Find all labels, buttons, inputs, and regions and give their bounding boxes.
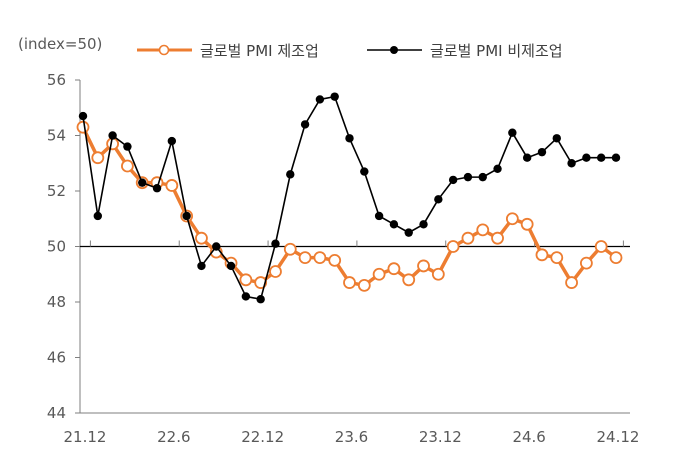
x-tick-label: 23.12	[419, 428, 462, 446]
data-point	[239, 273, 253, 287]
data-point	[357, 278, 371, 292]
data-point	[360, 167, 369, 176]
x-tick-label: 24.12	[597, 428, 640, 446]
data-point	[256, 295, 265, 304]
legend-marker-manufacturing	[158, 44, 170, 56]
y-tick-label: 46	[47, 349, 66, 367]
data-point	[389, 220, 399, 229]
y-tick-label: 54	[47, 127, 66, 145]
data-point	[609, 251, 623, 265]
data-point	[550, 251, 564, 265]
data-point	[123, 142, 132, 151]
data-point	[448, 175, 458, 185]
data-point	[491, 231, 504, 245]
data-point	[522, 153, 532, 162]
data-point	[463, 172, 473, 182]
data-point	[419, 220, 428, 229]
data-point	[106, 137, 120, 151]
data-point	[226, 261, 236, 271]
data-point	[93, 211, 103, 221]
x-tick-label: 23.6	[335, 428, 368, 446]
data-point	[446, 240, 460, 253]
data-point	[195, 231, 208, 245]
data-point	[552, 134, 561, 143]
data-point	[402, 273, 416, 287]
data-point	[579, 256, 593, 270]
y-tick-label: 48	[47, 293, 66, 311]
x-tick-label: 24.6	[512, 428, 545, 446]
data-point	[152, 184, 162, 193]
x-tick-label: 21.12	[64, 428, 107, 446]
data-point	[76, 120, 90, 134]
data-point	[535, 248, 549, 262]
data-point	[167, 136, 177, 146]
legend: 글로벌 PMI 제조업 글로벌 PMI 비제조업	[137, 42, 563, 60]
data-point	[271, 239, 280, 248]
data-point	[582, 153, 591, 162]
y-tick-label: 50	[47, 238, 66, 256]
data-point	[165, 179, 179, 192]
data-point	[182, 211, 191, 221]
data-point	[476, 223, 490, 237]
data-point	[78, 111, 88, 121]
data-point	[520, 217, 534, 231]
data-point	[478, 172, 487, 182]
legend-marker-non-manufacturing	[390, 46, 398, 54]
data-point	[404, 228, 413, 237]
data-point	[91, 151, 105, 165]
x-tick-label: 22.12	[241, 428, 284, 446]
data-point	[197, 261, 206, 271]
y-tick-label: 44	[47, 404, 66, 422]
data-point	[594, 240, 608, 253]
x-axis: 21.12 22.6 22.12 23.6 23.12 24.6 24.12	[64, 240, 640, 446]
legend-item-non-manufacturing: 글로벌 PMI 비제조업	[367, 42, 563, 60]
data-point	[508, 128, 517, 137]
data-point	[431, 267, 445, 281]
data-point	[241, 292, 251, 301]
data-point	[269, 265, 282, 278]
series-line	[82, 95, 616, 301]
data-point	[493, 164, 502, 173]
y-axis: 44 46 48 50 52 54 56	[47, 71, 81, 422]
legend-label-non-manufacturing: 글로벌 PMI 비제조업	[430, 42, 563, 60]
data-point	[417, 259, 430, 273]
y-tick-label: 52	[47, 182, 66, 200]
data-point	[212, 242, 221, 251]
series-layer	[76, 92, 623, 304]
data-point	[298, 251, 312, 265]
data-point	[461, 231, 475, 245]
data-point	[254, 276, 268, 289]
y-tick-label: 56	[47, 71, 66, 89]
data-point	[611, 153, 621, 162]
data-point	[565, 276, 578, 289]
y-unit-label: (index=50)	[18, 35, 102, 53]
data-point	[434, 195, 443, 204]
data-point	[343, 276, 356, 289]
data-point	[286, 170, 295, 179]
data-point	[283, 242, 297, 256]
data-point	[315, 95, 325, 104]
data-point	[567, 159, 576, 168]
legend-label-manufacturing: 글로벌 PMI 제조업	[200, 42, 319, 60]
data-point	[374, 211, 384, 221]
data-point	[313, 251, 327, 265]
data-point	[372, 267, 386, 281]
data-point	[328, 253, 342, 267]
data-point	[387, 262, 401, 276]
data-point	[138, 178, 147, 187]
legend-item-manufacturing: 글로벌 PMI 제조업	[137, 42, 319, 60]
series-non-manufacturing	[78, 92, 621, 304]
data-point	[537, 147, 547, 157]
data-point	[505, 212, 519, 226]
series-line	[81, 126, 618, 288]
data-point	[330, 92, 339, 101]
data-point	[596, 153, 606, 162]
x-tick-label: 22.6	[157, 428, 190, 446]
data-point	[300, 120, 310, 129]
series-manufacturing	[76, 120, 623, 292]
data-point	[345, 134, 354, 143]
data-point	[121, 159, 134, 173]
data-point	[108, 131, 117, 140]
